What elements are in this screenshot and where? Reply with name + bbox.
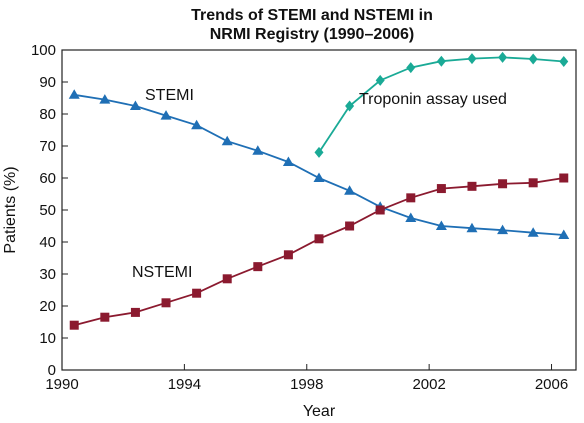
y-tick-label: 90 (39, 74, 56, 91)
data-point-stemi (558, 229, 570, 239)
data-point-stemi (527, 227, 539, 237)
data-point-stemi (252, 145, 264, 155)
data-point-troponin-assay-used (467, 53, 477, 65)
series-label-nstemi: NSTEMI (132, 264, 192, 281)
x-tick-label: 1998 (290, 376, 323, 393)
y-tick-label: 10 (39, 330, 56, 347)
y-tick-label: 60 (39, 170, 56, 187)
series-label-stemi: STEMI (145, 87, 194, 104)
series-label-troponin: Troponin assay used (359, 91, 507, 108)
data-point-stemi (344, 185, 356, 195)
data-point-nstemi (375, 205, 385, 215)
data-point-troponin-assay-used (375, 74, 385, 86)
y-tick-label: 70 (39, 138, 56, 155)
y-tick-label: 20 (39, 298, 56, 315)
data-point-troponin-assay-used (528, 53, 538, 65)
x-tick-label: 2002 (412, 376, 445, 393)
data-point-troponin-assay-used (559, 56, 569, 68)
data-point-nstemi (283, 250, 293, 260)
data-point-stemi (221, 135, 233, 146)
data-point-stemi (129, 100, 141, 110)
series-troponin-assay-used (314, 51, 569, 158)
series-nstemi (69, 173, 569, 330)
data-point-nstemi (406, 193, 416, 203)
data-point-nstemi (436, 184, 446, 194)
data-point-stemi (313, 172, 325, 182)
data-point-nstemi (222, 274, 232, 284)
data-point-stemi (160, 110, 172, 120)
data-point-stemi (466, 222, 478, 233)
data-point-nstemi (192, 288, 202, 298)
series-stemi (68, 89, 570, 239)
x-axis-label: Year (303, 403, 336, 420)
y-tick-label: 80 (39, 106, 56, 123)
y-tick-label: 40 (39, 234, 56, 251)
data-point-stemi (282, 156, 294, 166)
data-point-nstemi (467, 181, 477, 191)
data-point-troponin-assay-used (406, 62, 416, 74)
data-point-nstemi (253, 262, 263, 272)
data-point-nstemi (314, 234, 324, 244)
series-layer (68, 51, 570, 330)
data-point-stemi (68, 89, 80, 99)
data-point-stemi (99, 94, 111, 104)
chart-title-line-2: NRMI Registry (1990–2006) (210, 26, 415, 43)
data-point-stemi (191, 119, 203, 130)
data-point-stemi (405, 212, 417, 222)
x-tick-label: 1990 (45, 376, 78, 393)
data-point-troponin-assay-used (436, 55, 446, 67)
y-axis-label: Patients (%) (2, 166, 19, 253)
data-point-stemi (497, 224, 509, 235)
series-line-stemi (74, 93, 564, 236)
data-point-nstemi (69, 320, 79, 330)
x-tick-label: 1994 (168, 376, 201, 393)
y-tick-label: 30 (39, 266, 56, 283)
x-axis: 1990 1994 1998 2002 2006 (45, 364, 568, 393)
y-tick-label: 50 (39, 202, 56, 219)
data-point-nstemi (100, 312, 110, 322)
data-point-nstemi (498, 179, 508, 189)
data-point-nstemi (345, 221, 355, 231)
y-tick-label: 100 (31, 42, 56, 59)
data-point-nstemi (559, 173, 569, 183)
y-axis: 0 10 20 30 40 50 60 70 80 90 100 (31, 42, 68, 379)
data-point-troponin-assay-used (498, 51, 508, 63)
data-point-stemi (435, 220, 447, 230)
data-point-nstemi (161, 298, 171, 308)
data-point-troponin-assay-used (345, 100, 355, 112)
x-tick-label: 2006 (535, 376, 568, 393)
data-point-troponin-assay-used (314, 146, 324, 158)
series-line-nstemi (73, 177, 564, 327)
data-point-nstemi (528, 178, 538, 188)
chart-title-line-1: Trends of STEMI and NSTEMI in (191, 7, 433, 24)
y-tick-label: 0 (48, 362, 56, 379)
data-point-nstemi (130, 307, 140, 317)
